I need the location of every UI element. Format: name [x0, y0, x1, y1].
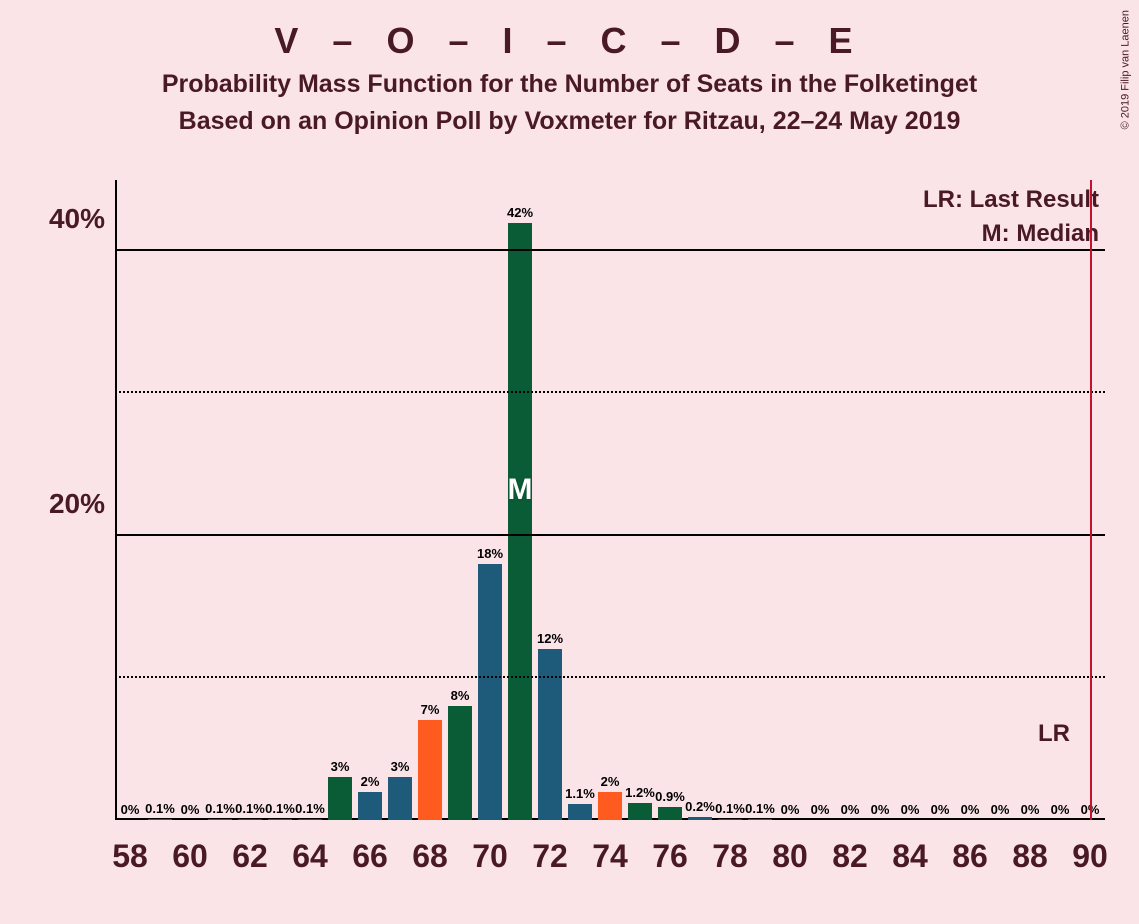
- bar-value-label: 0.1%: [715, 801, 745, 816]
- x-tick-label: 66: [352, 838, 388, 875]
- lr-label: LR: [1038, 720, 1070, 748]
- bar-value-label: 2%: [361, 774, 380, 789]
- bar-value-label: 0%: [811, 802, 830, 817]
- bar-value-label: 0%: [121, 802, 140, 817]
- copyright-text: © 2019 Filip van Laenen: [1119, 10, 1131, 129]
- gridline: [115, 249, 1105, 251]
- x-tick-label: 82: [832, 838, 868, 875]
- chart-title: V – O – I – C – D – E: [0, 20, 1139, 62]
- bar: [268, 819, 291, 820]
- x-tick-label: 90: [1072, 838, 1108, 875]
- bar-value-label: 0.1%: [235, 801, 265, 816]
- bar-value-label: 42%: [507, 205, 533, 220]
- lr-line: [1090, 180, 1092, 820]
- bar-value-label: 3%: [331, 759, 350, 774]
- bar-value-label: 0%: [181, 802, 200, 817]
- bar: [598, 792, 621, 820]
- chart-subtitle-2: Based on an Opinion Poll by Voxmeter for…: [0, 107, 1139, 136]
- gridline: [115, 391, 1105, 393]
- bar: [628, 803, 651, 820]
- bar: [748, 819, 771, 820]
- gridline: [115, 534, 1105, 536]
- x-tick-label: 60: [172, 838, 208, 875]
- x-labels: 58 60 62 64 66 68 70 72 74 76 78 80 82 84 86 88 90: [115, 832, 1105, 892]
- bar-value-label: 0%: [991, 802, 1010, 817]
- bar-value-label: 0.9%: [655, 789, 685, 804]
- bar-value-label: 0.2%: [685, 799, 715, 814]
- x-tick-label: 80: [772, 838, 808, 875]
- bar: [238, 819, 261, 820]
- median-marker: M: [508, 473, 533, 507]
- bar: [148, 819, 171, 820]
- x-tick-label: 74: [592, 838, 628, 875]
- x-tick-label: 76: [652, 838, 688, 875]
- bar-value-label: 0%: [841, 802, 860, 817]
- x-tick-label: 64: [292, 838, 328, 875]
- bar: [418, 720, 441, 820]
- bar: [298, 819, 321, 820]
- bar-value-label: 0.1%: [205, 801, 235, 816]
- plot-area: 0%0.1%0%0.1%0.1%0.1%0.1%3%2%3%7%8%18%42%…: [115, 180, 1105, 820]
- bar-value-label: 0.1%: [295, 801, 325, 816]
- bar: [658, 807, 681, 820]
- bar-value-label: 0%: [1051, 802, 1070, 817]
- bar: [388, 777, 411, 820]
- bar-value-label: 0%: [961, 802, 980, 817]
- y-tick-label: 40%: [5, 203, 105, 235]
- bar: [448, 706, 471, 820]
- x-tick-label: 84: [892, 838, 928, 875]
- x-tick-label: 62: [232, 838, 268, 875]
- chart-subtitle-1: Probability Mass Function for the Number…: [0, 70, 1139, 99]
- bar-value-label: 0%: [871, 802, 890, 817]
- gridline: [115, 676, 1105, 678]
- x-tick-label: 78: [712, 838, 748, 875]
- bar-value-label: 18%: [477, 546, 503, 561]
- x-tick-label: 68: [412, 838, 448, 875]
- bar: [478, 564, 501, 820]
- bar-value-label: 0.1%: [745, 801, 775, 816]
- x-tick-label: 58: [112, 838, 148, 875]
- bar-value-label: 0.1%: [145, 801, 175, 816]
- y-tick-label: 20%: [5, 488, 105, 520]
- bar-value-label: 8%: [451, 688, 470, 703]
- bar-value-label: 0%: [931, 802, 950, 817]
- bar: [718, 819, 741, 820]
- bar-value-label: 3%: [391, 759, 410, 774]
- bar-value-label: 0%: [901, 802, 920, 817]
- bar-value-label: 7%: [421, 702, 440, 717]
- bar-value-label: 1.1%: [565, 786, 595, 801]
- bar: [568, 804, 591, 820]
- x-tick-label: 70: [472, 838, 508, 875]
- bar: [358, 792, 381, 820]
- bar-value-label: 2%: [601, 774, 620, 789]
- bar-value-label: 0.1%: [265, 801, 295, 816]
- bar: [208, 819, 231, 820]
- bars-layer: 0%0.1%0%0.1%0.1%0.1%0.1%3%2%3%7%8%18%42%…: [115, 180, 1105, 820]
- bar-value-label: 0%: [1021, 802, 1040, 817]
- bar: [508, 223, 531, 820]
- bar-value-label: 0%: [781, 802, 800, 817]
- x-tick-label: 72: [532, 838, 568, 875]
- bar-value-label: 12%: [537, 631, 563, 646]
- bar: [688, 817, 711, 820]
- x-tick-label: 88: [1012, 838, 1048, 875]
- bar: [328, 777, 351, 820]
- x-tick-label: 86: [952, 838, 988, 875]
- bar-value-label: 1.2%: [625, 785, 655, 800]
- chart-container: V – O – I – C – D – E Probability Mass F…: [0, 0, 1139, 924]
